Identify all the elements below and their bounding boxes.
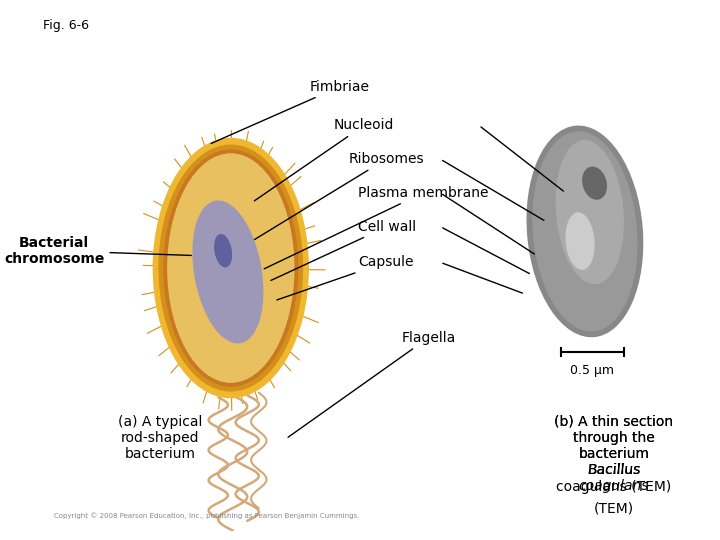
Ellipse shape — [532, 131, 637, 332]
Text: (TEM): (TEM) — [594, 502, 634, 516]
Text: Fimbriae: Fimbriae — [211, 80, 370, 144]
Text: Plasma membrane: Plasma membrane — [264, 186, 489, 269]
Text: Flagella: Flagella — [288, 330, 456, 437]
Text: (b) A thin section
through the
bacterium: (b) A thin section through the bacterium — [554, 415, 673, 461]
Ellipse shape — [526, 126, 644, 338]
Ellipse shape — [582, 166, 607, 200]
Ellipse shape — [214, 234, 232, 267]
Text: Copyright © 2008 Pearson Education, Inc., publishing as Pearson Benjamin Cumming: Copyright © 2008 Pearson Education, Inc.… — [54, 512, 359, 519]
Text: 0.5 μm: 0.5 μm — [570, 363, 614, 376]
Text: Capsule: Capsule — [277, 255, 414, 300]
Text: Ribosomes: Ribosomes — [254, 152, 424, 240]
Ellipse shape — [163, 150, 298, 387]
Text: Cell wall: Cell wall — [271, 220, 416, 280]
Ellipse shape — [192, 200, 264, 343]
Text: Nucleoid: Nucleoid — [254, 118, 395, 201]
Ellipse shape — [556, 140, 624, 284]
Text: Fig. 6-6: Fig. 6-6 — [42, 19, 89, 32]
Ellipse shape — [565, 212, 595, 270]
Text: (a) A typical
rod-shaped
bacterium: (a) A typical rod-shaped bacterium — [118, 415, 202, 461]
Ellipse shape — [153, 138, 309, 399]
Text: (b) A thin section
through the
bacterium
Bacillus
coagulans (TEM): (b) A thin section through the bacterium… — [554, 415, 673, 494]
Text: Bacterial
chromosome: Bacterial chromosome — [4, 235, 192, 266]
Ellipse shape — [167, 153, 294, 383]
Ellipse shape — [158, 145, 303, 392]
Text: Bacillus
coagulans: Bacillus coagulans — [579, 463, 649, 493]
